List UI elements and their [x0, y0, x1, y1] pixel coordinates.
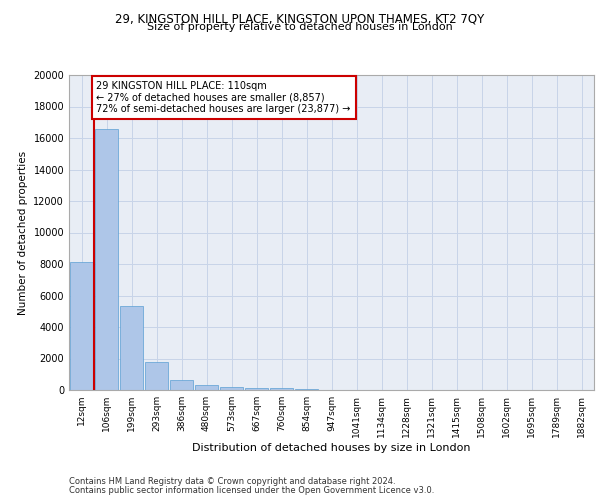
Bar [120, 306, 143, 390]
Bar [245, 388, 268, 390]
Bar [195, 385, 218, 390]
Text: Contains HM Land Registry data © Crown copyright and database right 2024.: Contains HM Land Registry data © Crown c… [69, 478, 395, 486]
Bar [95, 128, 118, 390]
Bar [295, 388, 318, 390]
Text: Size of property relative to detached houses in London: Size of property relative to detached ho… [147, 22, 453, 32]
Text: Contains public sector information licensed under the Open Government Licence v3: Contains public sector information licen… [69, 486, 434, 495]
Y-axis label: Number of detached properties: Number of detached properties [18, 150, 28, 314]
Text: 29, KINGSTON HILL PLACE, KINGSTON UPON THAMES, KT2 7QY: 29, KINGSTON HILL PLACE, KINGSTON UPON T… [115, 12, 485, 26]
Bar [220, 387, 243, 390]
Text: 29 KINGSTON HILL PLACE: 110sqm
← 27% of detached houses are smaller (8,857)
72% : 29 KINGSTON HILL PLACE: 110sqm ← 27% of … [97, 82, 351, 114]
X-axis label: Distribution of detached houses by size in London: Distribution of detached houses by size … [192, 442, 471, 452]
Bar [270, 388, 293, 390]
Bar [170, 380, 193, 390]
Bar [145, 362, 168, 390]
Bar [70, 262, 93, 390]
